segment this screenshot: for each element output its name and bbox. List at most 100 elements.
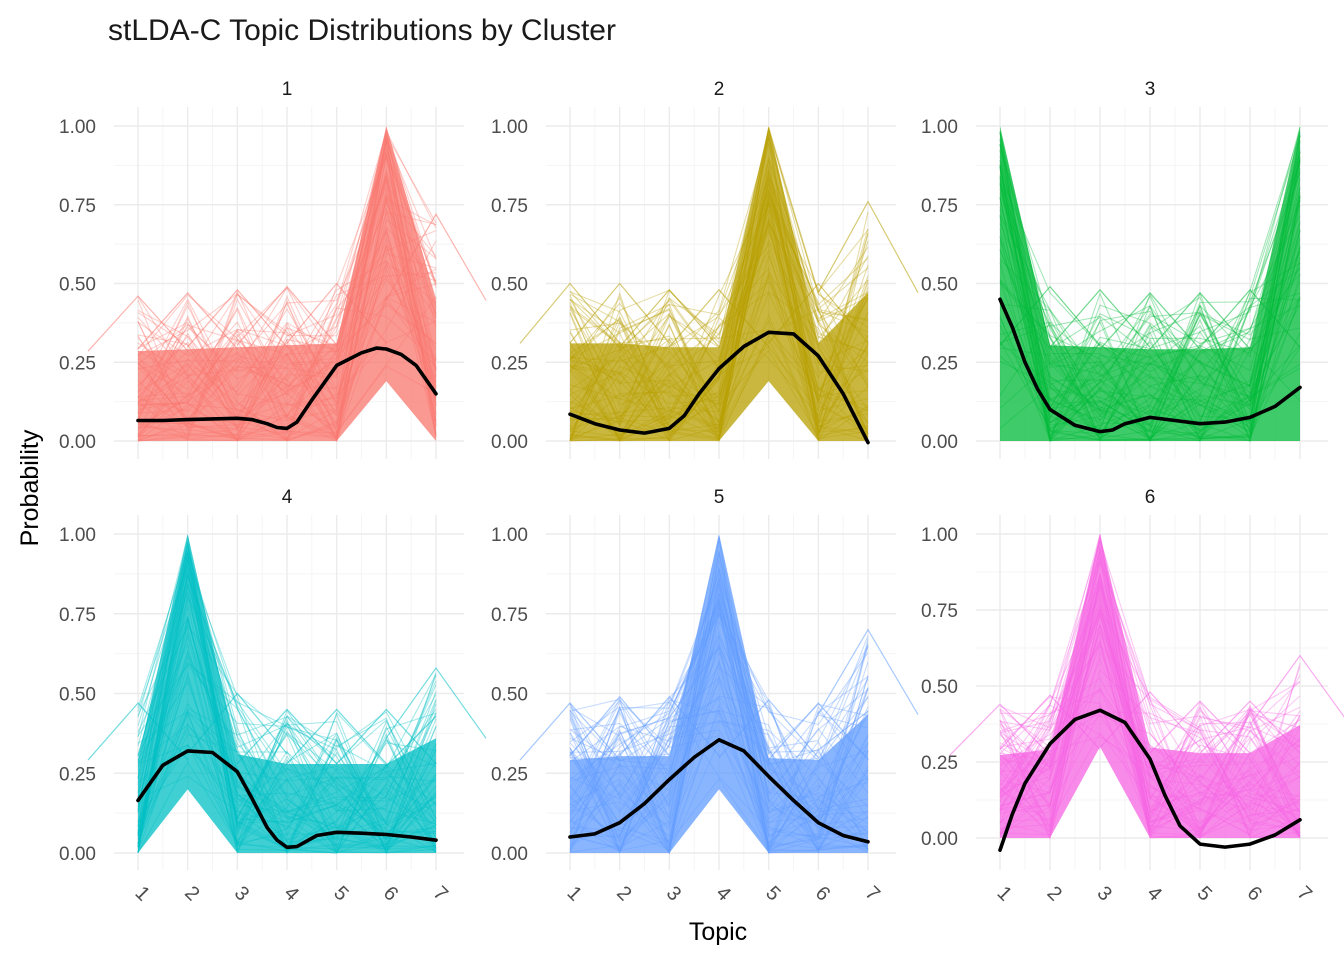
peak-spike — [186, 288, 288, 348]
y-tick-label: 0.00 — [59, 432, 96, 453]
y-tick-label: 0.50 — [491, 685, 528, 706]
peak-spike — [385, 213, 487, 301]
facet-panel-5: 5 0.00 0.25 0.50 0.75 1.00 1 2 3 4 5 6 7 — [491, 487, 919, 905]
density-band — [138, 534, 436, 853]
peak-spike — [668, 288, 770, 348]
y-tick-label: 0.25 — [921, 353, 958, 374]
chart-title: stLDA-C Topic Distributions by Cluster — [108, 14, 616, 47]
smooth-line — [136, 749, 438, 850]
y-tick-label: 0.25 — [491, 353, 528, 374]
facet-container: 1 0.00 0.25 0.50 0.75 1.00 2 0.00 0.25 0.50 0.75 1.… — [59, 79, 1344, 905]
density-band — [1000, 126, 1300, 441]
x-tick-label: 4 — [712, 882, 735, 905]
y-tick-label: 0.00 — [921, 829, 958, 850]
peak-spike — [817, 200, 919, 293]
peak-spike — [767, 702, 869, 761]
peak-spike — [569, 282, 671, 344]
x-tick-label: 6 — [379, 882, 402, 905]
x-tick-label: 3 — [230, 882, 253, 905]
y-tick-label: 0.25 — [921, 753, 958, 774]
x-tick-label: 5 — [761, 882, 784, 905]
y-tick-label: 1.00 — [59, 525, 96, 546]
peak-spike — [999, 694, 1101, 750]
density-band — [570, 126, 868, 441]
peak-spike — [186, 692, 288, 755]
smooth-line — [998, 297, 1302, 434]
smooth-line — [998, 708, 1302, 853]
x-tick-label: 2 — [180, 882, 203, 905]
smooth-line — [568, 737, 870, 844]
smooth-line — [568, 330, 870, 445]
peak-spike — [618, 695, 720, 757]
x-tick-label: 3 — [662, 882, 685, 905]
facet-strip-label: 2 — [714, 79, 725, 100]
y-tick-label: 0.25 — [59, 764, 96, 785]
x-tick-label: 4 — [1143, 882, 1166, 905]
y-tick-label: 0.50 — [59, 275, 96, 296]
facet-panel-3: 3 0.00 0.25 0.50 0.75 1.00 — [921, 79, 1328, 459]
y-tick-label: 0.50 — [491, 275, 528, 296]
y-tick-label: 0.50 — [921, 677, 958, 698]
y-tick-label: 1.00 — [921, 117, 958, 138]
peak-spike — [1149, 292, 1251, 350]
facet-strip-label: 3 — [1145, 79, 1156, 100]
x-tick-label: 1 — [131, 882, 154, 905]
density-band — [1000, 534, 1300, 838]
x-tick-label: 7 — [429, 882, 452, 905]
x-tick-label: 7 — [1293, 882, 1316, 905]
facet-panel-4: 4 0.00 0.25 0.50 0.75 1.00 1 2 3 4 5 6 7 — [59, 487, 487, 905]
facet-panel-1: 1 0.00 0.25 0.50 0.75 1.00 — [59, 79, 487, 459]
peak-spike — [519, 282, 621, 344]
peak-spike — [618, 288, 720, 348]
x-axis-title: Topic — [689, 918, 747, 946]
peak-spike — [519, 702, 621, 761]
facet-strip-label: 1 — [282, 79, 293, 100]
peak-spike — [569, 695, 671, 757]
peak-spike — [236, 285, 338, 346]
peak-spike — [87, 295, 189, 352]
y-tick-label: 0.00 — [491, 432, 528, 453]
document-line — [569, 175, 869, 428]
peak-spike — [335, 708, 437, 765]
peak-spike — [999, 285, 1101, 346]
facet-panel-6: 6 0.00 0.25 0.50 0.75 1.00 1 2 3 4 5 6 7 — [921, 487, 1344, 905]
y-axis-title: Probability — [16, 429, 44, 546]
facet-strip-label: 4 — [282, 487, 293, 508]
y-tick-label: 0.50 — [921, 275, 958, 296]
y-tick-label: 0.75 — [59, 605, 96, 626]
y-tick-label: 0.75 — [921, 601, 958, 622]
peak-spike — [87, 702, 189, 761]
x-tick-label: 1 — [563, 882, 586, 905]
peak-spike — [1199, 288, 1301, 348]
x-tick-label: 3 — [1093, 882, 1116, 905]
y-tick-label: 0.75 — [491, 605, 528, 626]
y-tick-label: 0.75 — [59, 196, 96, 217]
y-tick-label: 1.00 — [921, 525, 958, 546]
peak-spike — [286, 282, 388, 344]
y-tick-label: 0.75 — [491, 196, 528, 217]
document-line — [569, 291, 869, 435]
y-tick-label: 0.25 — [59, 353, 96, 374]
y-tick-label: 0.25 — [491, 764, 528, 785]
smooth-line — [136, 346, 438, 431]
density-band — [138, 126, 436, 441]
peak-spike — [286, 708, 388, 765]
peak-spike — [1099, 691, 1201, 748]
x-tick-label: 1 — [993, 882, 1016, 905]
y-tick-label: 0.00 — [59, 844, 96, 865]
density-band — [570, 534, 868, 853]
peak-spike — [1099, 292, 1201, 350]
peak-spike — [817, 628, 919, 715]
y-tick-label: 0.50 — [59, 685, 96, 706]
document-line — [999, 292, 1301, 432]
x-tick-label: 6 — [811, 882, 834, 905]
y-tick-label: 0.00 — [491, 844, 528, 865]
peak-spike — [1049, 288, 1151, 348]
peak-spike — [385, 666, 487, 739]
peak-spike — [137, 292, 239, 350]
peak-spike — [1149, 700, 1251, 754]
y-tick-label: 1.00 — [59, 117, 96, 138]
y-tick-label: 0.75 — [921, 196, 958, 217]
